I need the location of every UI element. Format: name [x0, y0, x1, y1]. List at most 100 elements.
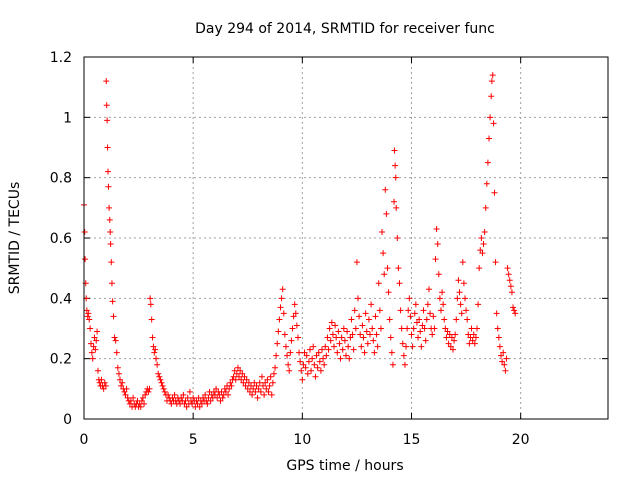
data-point [489, 72, 496, 79]
data-point [109, 298, 116, 305]
data-point [290, 313, 297, 320]
data-point [344, 328, 351, 335]
data-point [341, 337, 348, 344]
data-point [398, 325, 405, 332]
data-point [252, 388, 259, 395]
data-point [138, 397, 145, 404]
data-point [446, 331, 453, 338]
data-point [266, 382, 273, 389]
data-point [506, 277, 513, 284]
data-point [334, 349, 341, 356]
data-point [433, 225, 440, 232]
data-point [443, 334, 450, 341]
data-point [87, 325, 94, 332]
data-point [487, 114, 494, 121]
data-point [377, 325, 384, 332]
data-point [137, 403, 144, 410]
data-point [298, 367, 305, 374]
data-point [312, 373, 319, 380]
data-point [406, 295, 413, 302]
data-point [147, 301, 154, 308]
data-point [484, 159, 491, 166]
data-point [404, 325, 411, 332]
data-point [107, 241, 114, 248]
data-point [111, 334, 118, 341]
data-point [431, 325, 438, 332]
data-point [152, 346, 159, 353]
data-point [478, 235, 485, 241]
data-point [423, 316, 430, 323]
data-point [346, 355, 353, 362]
data-point [392, 174, 399, 181]
data-point [503, 355, 510, 362]
data-point [421, 325, 428, 332]
data-point [325, 346, 332, 353]
data-point [327, 337, 334, 344]
data-point [222, 388, 229, 395]
data-point [409, 343, 416, 350]
data-point [356, 313, 363, 320]
data-point [411, 310, 418, 317]
data-point [180, 391, 187, 398]
data-point [225, 391, 232, 398]
data-point [488, 93, 495, 100]
data-point [123, 385, 130, 392]
data-point [304, 370, 311, 377]
data-point [234, 364, 241, 371]
data-point [84, 313, 91, 320]
data-point [103, 102, 110, 109]
data-point [359, 322, 366, 329]
data-point [168, 400, 175, 407]
data-point [83, 307, 90, 314]
data-point [324, 334, 331, 341]
data-point [349, 331, 356, 338]
data-point [481, 228, 488, 235]
data-point [244, 385, 251, 392]
data-point [263, 385, 270, 392]
data-point [270, 370, 277, 377]
data-point [471, 340, 478, 347]
data-point [100, 385, 107, 392]
data-point [286, 367, 293, 374]
data-point [106, 216, 113, 223]
y-tick-label: 0.4 [50, 291, 72, 307]
data-point [291, 301, 298, 308]
data-point [257, 388, 264, 395]
data-point [258, 373, 265, 380]
data-point [504, 265, 511, 272]
data-point [217, 397, 224, 404]
data-point [82, 256, 89, 263]
data-point [249, 391, 256, 398]
data-point [476, 265, 483, 272]
data-point [106, 204, 113, 211]
data-point [154, 361, 161, 368]
data-point [207, 397, 214, 404]
data-point [121, 388, 128, 395]
data-point [488, 78, 495, 85]
data-point [386, 316, 393, 323]
data-point [373, 331, 380, 338]
data-point [510, 304, 517, 311]
data-point [227, 379, 234, 386]
data-point [459, 259, 466, 266]
data-point [108, 259, 115, 266]
data-point [198, 400, 205, 407]
data-point [329, 331, 336, 338]
data-point [350, 346, 357, 353]
data-point [160, 385, 167, 392]
data-point [358, 343, 365, 350]
data-point [500, 349, 507, 356]
data-point [236, 373, 243, 380]
data-point [362, 310, 369, 317]
data-point [340, 325, 347, 332]
data-point [278, 295, 285, 302]
data-point [482, 204, 489, 211]
data-point [253, 382, 260, 389]
data-point [317, 367, 324, 374]
data-point [511, 307, 518, 314]
data-point [149, 334, 156, 341]
data-point [396, 280, 403, 287]
y-tick-label: 0 [63, 412, 72, 428]
data-point [467, 334, 474, 341]
data-point [444, 328, 451, 335]
